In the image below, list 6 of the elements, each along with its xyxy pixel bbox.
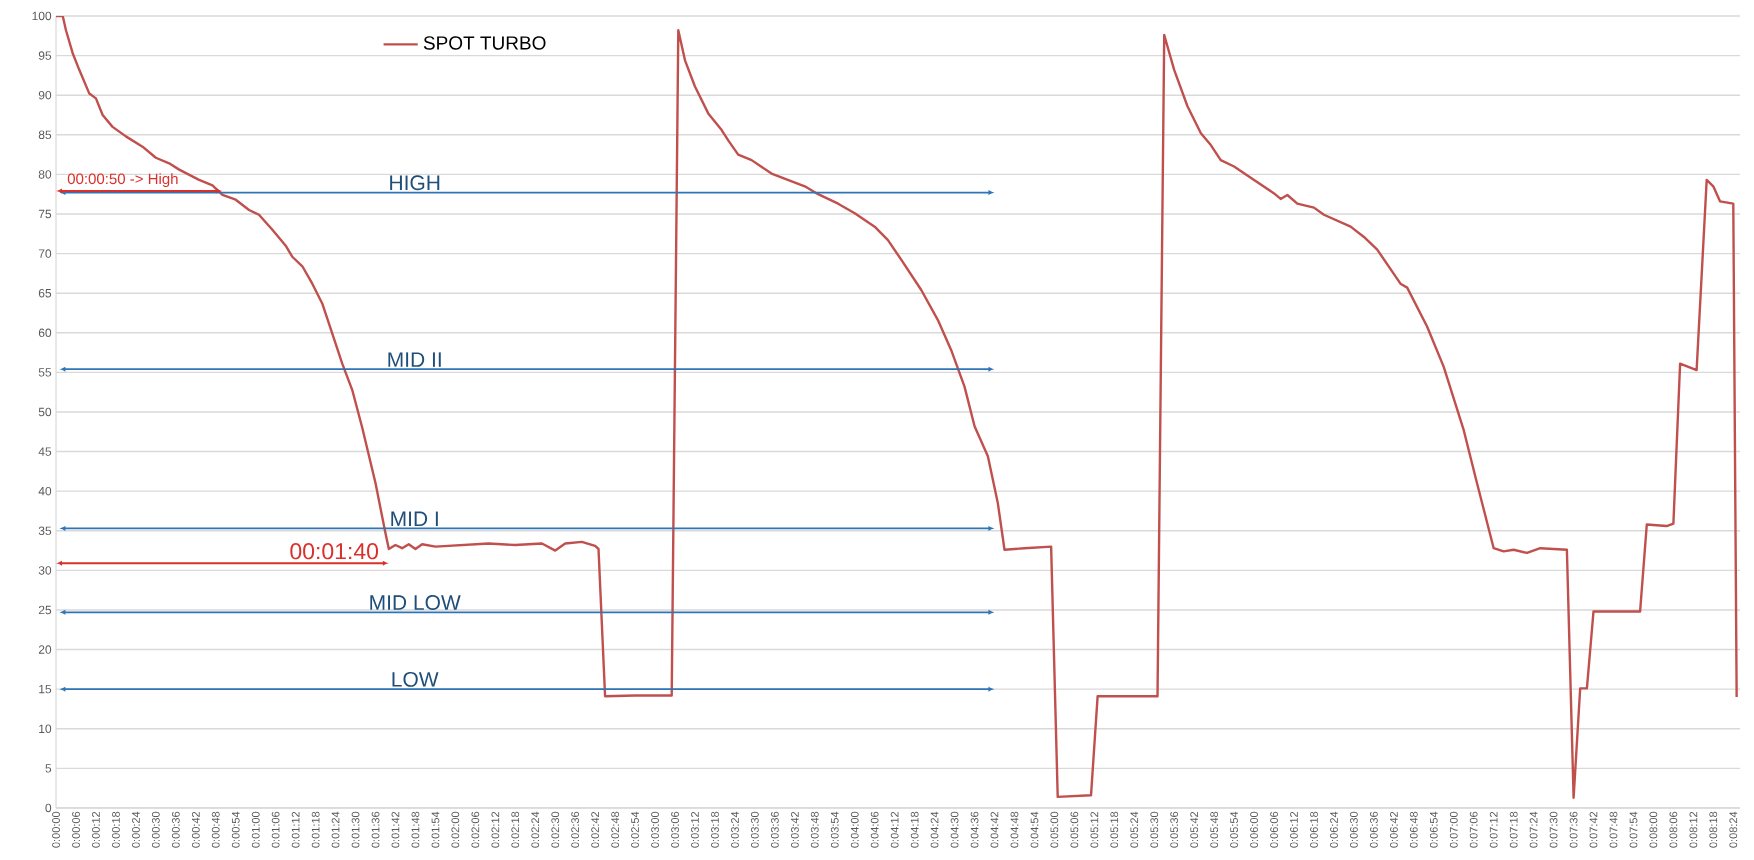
series-label: MID II xyxy=(388,352,441,367)
series-label: LOW xyxy=(392,671,439,687)
series-label: MID LOW xyxy=(370,595,461,610)
annotation: 00:01:40 xyxy=(290,543,379,560)
legend-label: SPOT TURBO xyxy=(423,36,546,50)
series-label: MID I xyxy=(391,511,438,526)
